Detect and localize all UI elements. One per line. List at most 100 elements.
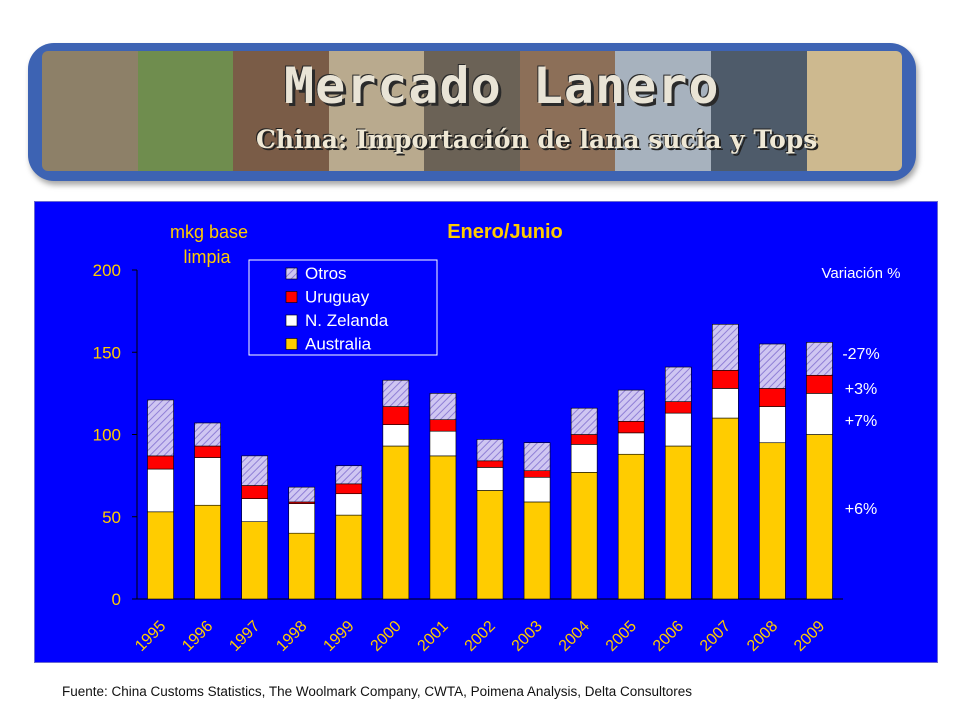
x-tick-label: 2001 <box>415 618 452 655</box>
bar-segment-otros <box>712 323 739 371</box>
banner-photo-tile <box>42 51 138 171</box>
banner-photo-tile <box>710 51 807 171</box>
chart-title: Enero/Junio <box>447 221 563 243</box>
variation-label: +7% <box>845 413 877 430</box>
x-tick-label: 2006 <box>650 618 687 655</box>
bar-segment-australia <box>617 453 645 600</box>
bar-segment-australia <box>712 417 739 600</box>
banner-photo-tile <box>424 51 520 171</box>
legend-swatch <box>285 314 298 327</box>
bar-segment-australia <box>288 532 316 600</box>
bar-segment-uruguay <box>523 470 551 478</box>
bar-segment-n-zelanda <box>523 476 551 503</box>
banner-photo-tile <box>519 51 616 171</box>
bar-segment-otros <box>429 393 457 420</box>
bar-segment-otros <box>806 342 833 376</box>
y-tick-label: 100 <box>93 426 121 445</box>
bar-segment-otros <box>194 422 221 447</box>
bar-segment-otros <box>288 486 316 503</box>
bar-segment-otros <box>147 399 174 457</box>
banner-title: Mercado Lanero <box>284 57 720 115</box>
bar-segment-otros <box>617 389 645 422</box>
bar-segment-uruguay <box>476 460 504 468</box>
bar-segment-australia <box>570 472 598 600</box>
banner-photo-tile <box>806 51 902 171</box>
banner-photo-tile <box>615 51 711 171</box>
y-axis-title-line1: mkg base <box>170 222 248 242</box>
bar-segment-otros <box>476 439 504 462</box>
y-tick-label: 150 <box>93 343 121 362</box>
x-tick-label: 1998 <box>273 618 310 655</box>
y-tick-label: 0 <box>112 590 121 609</box>
banner-subtitle: China: Importación de lana sucia y Tops <box>256 125 818 154</box>
source-footnote: Fuente: China Customs Statistics, The Wo… <box>62 684 692 699</box>
legend-label: Uruguay <box>305 288 370 307</box>
bar-segment-otros <box>570 407 598 435</box>
legend-box <box>248 259 438 356</box>
bar-segment-otros <box>759 343 786 389</box>
bar-segment-n-zelanda <box>759 406 786 444</box>
bar-segment-n-zelanda <box>241 498 268 522</box>
bar-segment-n-zelanda <box>288 503 316 534</box>
bar-segment-australia <box>147 511 174 600</box>
header-banner: Mercado Lanero China: Importación de lan… <box>28 43 916 181</box>
bar-segment-uruguay <box>664 401 692 414</box>
y-axis-title-line2: limpia <box>183 247 231 267</box>
legend-swatch <box>285 267 298 280</box>
bar-segment-uruguay <box>241 485 268 499</box>
bar-segment-uruguay <box>806 374 833 394</box>
chart-panel: 0 50 100 150 200 mkg base limpia Enero/Junio 199… <box>34 201 938 663</box>
bar-segment-n-zelanda <box>382 424 410 447</box>
bar-segment-otros <box>335 465 363 485</box>
bar-segment-australia <box>241 521 268 600</box>
y-tick-label: 50 <box>102 508 121 527</box>
bar-segment-n-zelanda <box>429 430 457 457</box>
bar-segment-australia <box>382 445 410 600</box>
banner-photo-strip <box>42 51 902 171</box>
x-tick-label: 2004 <box>556 618 593 655</box>
bar-segment-australia <box>429 455 457 600</box>
bar-segment-australia <box>664 445 692 600</box>
bar-segment-n-zelanda <box>335 493 363 516</box>
x-tick-label: 1999 <box>320 618 357 655</box>
banner-photo-tile <box>233 51 329 171</box>
bar-segment-otros <box>382 379 410 407</box>
stacked-bar-chart: 0 50 100 150 200 mkg base limpia Enero/Junio 199… <box>93 221 901 655</box>
bar-segment-otros <box>241 455 268 486</box>
variation-label: -27% <box>842 346 879 363</box>
legend-label: Otros <box>305 264 347 283</box>
bar-segment-n-zelanda <box>570 444 598 473</box>
x-tick-label: 2002 <box>462 618 499 655</box>
banner-photo-tile <box>328 51 425 171</box>
bar-segment-australia <box>335 514 363 600</box>
bar-segment-otros <box>664 366 692 402</box>
x-tick-label: 1995 <box>132 618 169 655</box>
x-tick-label: 1996 <box>179 618 216 655</box>
variation-label: +3% <box>845 381 877 398</box>
bar-segment-n-zelanda <box>147 468 174 513</box>
bar-segment-uruguay <box>570 434 598 445</box>
bar-segment-uruguay <box>617 421 645 434</box>
x-tick-label: 2008 <box>744 618 781 655</box>
variation-title: Variación % <box>822 265 901 282</box>
bar-segment-uruguay <box>147 455 174 470</box>
x-tick-label: 2005 <box>603 618 640 655</box>
banner-photo-tile <box>137 51 234 171</box>
x-tick-label: 2003 <box>509 618 546 655</box>
bar-segment-otros <box>523 442 551 471</box>
x-tick-label: 2007 <box>697 618 734 655</box>
bar-segment-uruguay <box>382 406 410 425</box>
bar-segment-australia <box>759 442 786 600</box>
bar-segment-n-zelanda <box>664 412 692 447</box>
bar-segment-uruguay <box>335 483 363 495</box>
bar-segment-uruguay <box>712 370 739 389</box>
legend-swatch <box>285 338 298 350</box>
bar-segment-australia <box>523 501 551 600</box>
bar-segment-australia <box>476 490 504 600</box>
variation-label: +6% <box>845 501 877 518</box>
legend-swatch <box>285 291 298 303</box>
x-tick-label: 1997 <box>226 618 263 655</box>
bar-segment-uruguay <box>759 388 786 407</box>
bar-segment-n-zelanda <box>476 467 504 491</box>
legend-label: N. Zelanda <box>305 311 389 330</box>
